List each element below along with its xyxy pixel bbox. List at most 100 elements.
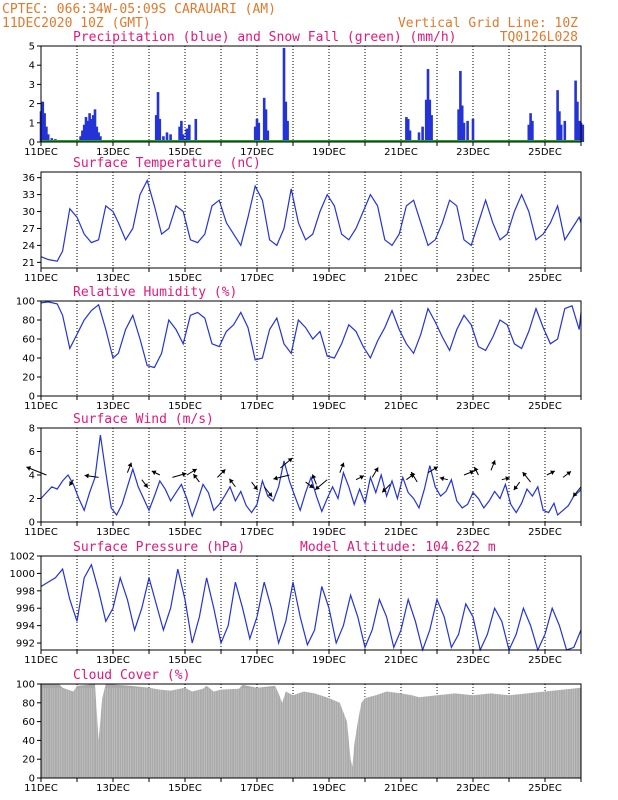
temperature-xtick-label: 17DEC xyxy=(240,273,274,284)
pressure-xtick-label: 11DEC xyxy=(24,655,58,666)
wind-arrow-head xyxy=(573,492,578,497)
precip-bar xyxy=(45,126,48,142)
cloud-ytick-label: 0 xyxy=(29,774,35,785)
precip-bar xyxy=(421,126,424,142)
wind-arrow-head xyxy=(220,469,226,474)
wind-vector-arrow xyxy=(522,471,531,483)
wind-vector-arrow xyxy=(513,481,521,491)
temperature-xtick-label: 11DEC xyxy=(24,273,58,284)
precip-bar xyxy=(466,120,469,142)
cloud-cover-area xyxy=(41,684,581,778)
pressure-ytick-label: 1002 xyxy=(10,552,35,563)
precip-bar xyxy=(581,124,585,142)
wind-vector-arrow xyxy=(473,466,479,476)
precip-bar xyxy=(462,122,466,142)
precip-bar xyxy=(90,118,93,142)
wind-arrow-head xyxy=(382,487,387,493)
temperature-xtick-label: 23DEC xyxy=(456,273,490,284)
wind-vector-arrow xyxy=(228,478,236,488)
temperature-ytick-label: 33 xyxy=(22,190,35,201)
wind-arrow-head xyxy=(505,476,510,482)
precip-bar xyxy=(46,134,50,142)
wind-vector-arrow xyxy=(141,479,149,489)
cloud-xtick-label: 19DEC xyxy=(312,783,346,794)
wind-arrow-head xyxy=(84,473,89,479)
precip-bar xyxy=(426,69,430,142)
cloud-xtick-label: 17DEC xyxy=(240,783,274,794)
temperature-xtick-label: 13DEC xyxy=(96,273,130,284)
pressure-panel: 992 994 996 998 1000 1002 11DEC 13DEC 15DEC 17DEC… xyxy=(10,540,582,666)
temperature-ytick-label: 24 xyxy=(22,241,35,252)
precip-bar xyxy=(417,132,421,142)
humidity-ytick-label: 80 xyxy=(22,316,35,327)
cloud-ytick-label: 80 xyxy=(22,698,35,709)
temperature-frame xyxy=(40,171,582,269)
wind-vector-arrow xyxy=(562,470,572,478)
precip-bar xyxy=(264,109,268,142)
wind-panel: 0 2 4 6 8 11DEC 13DEC 15DEC 17DEC 19DEC 21DEC 23DEC… xyxy=(24,412,582,538)
precip-bar xyxy=(471,118,475,142)
wind-xtick-label: 21DEC xyxy=(384,527,418,538)
wind-vector-arrow xyxy=(192,473,200,483)
pressure-ytick-label: 996 xyxy=(16,604,35,615)
humidity-ytick-label: 100 xyxy=(16,297,35,308)
pressure-xtick-label: 23DEC xyxy=(456,655,490,666)
wind-vector-arrow xyxy=(355,475,365,481)
precip-bar xyxy=(158,118,162,142)
cloud-ytick-label: 40 xyxy=(22,736,35,747)
precip-bar xyxy=(97,132,100,142)
humidity-frame xyxy=(40,300,582,397)
precip-ytick-label: 5 xyxy=(29,42,35,53)
precip-bar xyxy=(185,128,189,142)
humidity-ytick-label: 20 xyxy=(22,373,35,384)
precip-bar xyxy=(41,101,45,142)
humidity-panel: 0 20 40 60 80 100 11DEC 13DEC 15DEC 17DEC 19DEC 21D… xyxy=(16,285,582,412)
humidity-xtick-label: 19DEC xyxy=(312,401,346,412)
precip-bar xyxy=(43,113,46,142)
precip-ytick-label: 3 xyxy=(29,80,35,91)
header-run-id: TQ0126L028 xyxy=(500,30,578,45)
wind-arrow-head xyxy=(522,472,528,477)
humidity-ytick-label: 60 xyxy=(22,335,35,346)
precip-bar xyxy=(574,80,577,142)
wind-arrow-head xyxy=(151,470,157,476)
precip-frame xyxy=(40,45,582,143)
wind-arrow-head xyxy=(339,462,345,468)
chart-panels: 0 1 2 3 4 5 11DEC 13DEC 15DEC 17DEC 19DEC 21DEC 23DE… xyxy=(10,30,585,794)
precip-bar xyxy=(286,120,289,142)
precip-bar xyxy=(178,126,181,142)
wind-vector-arrow xyxy=(311,474,317,485)
wind-vector-arrow xyxy=(501,476,510,482)
wind-vector-arrow xyxy=(305,481,314,489)
wind-vector-arrow xyxy=(490,460,496,471)
precip-bar xyxy=(428,99,432,142)
precip-xtick-label: 23DEC xyxy=(456,147,490,158)
humidity-title: Relative Humidity (%) xyxy=(73,285,237,300)
wind-xtick-label: 13DEC xyxy=(96,527,130,538)
wind-arrow-head xyxy=(491,460,496,465)
pressure-title: Surface Pressure (hPa) xyxy=(73,540,245,555)
cloud-xtick-label: 15DEC xyxy=(168,783,202,794)
precip-bar xyxy=(156,92,160,142)
precip-bar xyxy=(257,122,261,142)
wind-arrow-head xyxy=(127,462,133,468)
wind-vector-arrow xyxy=(186,468,198,476)
wind-arrow-head xyxy=(439,476,445,482)
humidity-ytick-label: 0 xyxy=(29,392,35,403)
precip-bar xyxy=(88,113,91,142)
humidity-ytick-label: 40 xyxy=(22,354,35,365)
wind-arrow-head xyxy=(359,475,364,480)
wind-vector-arrow xyxy=(381,484,391,493)
wind-arrow-head xyxy=(308,483,314,489)
wind-series-line xyxy=(40,435,582,519)
wind-arrow-head xyxy=(229,478,234,484)
temperature-ytick-label: 36 xyxy=(22,173,35,184)
wind-ytick-label: 6 xyxy=(29,447,35,458)
wind-arrow-head xyxy=(373,467,379,473)
temperature-panel: 21 24 27 30 33 36 11DEC 13DEC 15DEC 17DEC 19DEC 21D… xyxy=(22,156,582,284)
wind-arrow-head xyxy=(566,471,571,476)
cloud-panel: 0 20 40 60 80 100 11DEC 13DEC 15DEC 17DEC 19DEC 21D… xyxy=(16,668,582,794)
wind-xtick-label: 17DEC xyxy=(240,527,274,538)
wind-vector-arrow xyxy=(251,481,259,491)
precip-bar xyxy=(99,136,102,142)
